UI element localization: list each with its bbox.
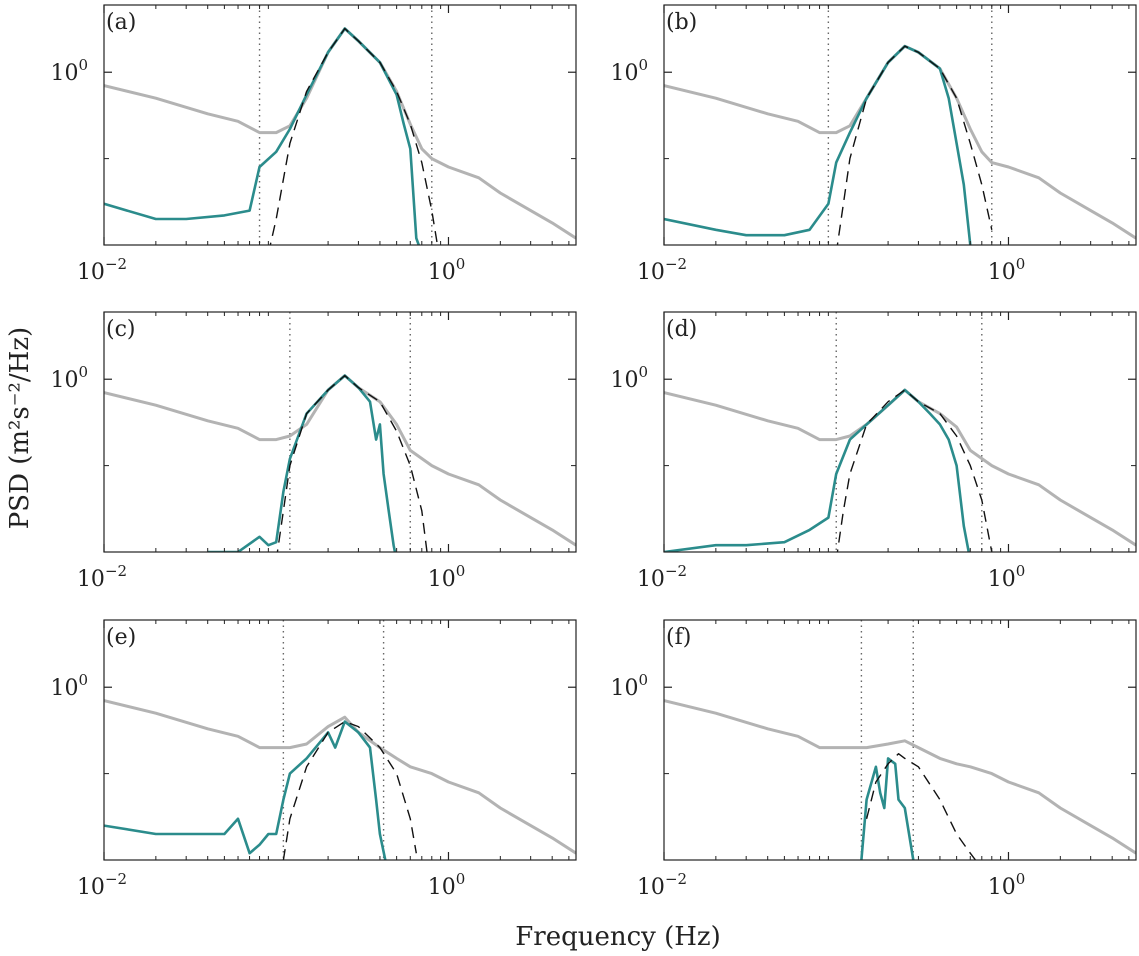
- y-tick-label: 100: [610, 671, 648, 701]
- series-layer: [104, 699, 576, 860]
- x-tick-label: 100: [988, 255, 1026, 285]
- panel-label: (b): [666, 10, 697, 35]
- panel-f: 10−2 100 100 (f): [610, 619, 1137, 900]
- x-tick-label: 100: [988, 562, 1026, 592]
- panel-a: 10−2 100 100 (a): [50, 4, 577, 285]
- panel-e: 10−2 100 100 (e): [50, 619, 577, 900]
- filtered-series-line: [664, 388, 971, 552]
- y-tick-label: 100: [610, 363, 648, 393]
- series-layer: [104, 374, 576, 552]
- x-tick-label: 10−2: [637, 870, 687, 900]
- axes-frame: [103, 311, 577, 553]
- x-tick-label: 10−2: [77, 562, 127, 592]
- model-series-line: [276, 374, 428, 552]
- x-tick-label: 10−2: [637, 562, 687, 592]
- panel-b: 10−2 100 100 (b): [610, 4, 1137, 285]
- x-tick-label: 100: [988, 870, 1026, 900]
- x-tick-label: 10−2: [637, 255, 687, 285]
- total-series-line: [104, 699, 576, 855]
- axes-frame: [663, 311, 1137, 553]
- x-tick-label: 100: [428, 562, 466, 592]
- y-tick-label: 100: [50, 363, 88, 393]
- model-series-line: [865, 753, 977, 860]
- series-layer: [664, 44, 1136, 245]
- filtered-series-line: [664, 44, 972, 245]
- panel-label: (c): [106, 317, 136, 342]
- series-layer: [664, 388, 1136, 552]
- filtered-series-line: [207, 374, 397, 552]
- y-axis-label: PSD (m²s⁻²/Hz): [5, 327, 35, 529]
- panel-label: (e): [106, 625, 136, 650]
- total-series-line: [664, 44, 1136, 240]
- filtered-series-line: [104, 720, 387, 860]
- y-tick-label: 100: [50, 56, 88, 86]
- model-series-line: [282, 720, 417, 860]
- axes-frame: [663, 4, 1137, 246]
- model-series-line: [836, 389, 993, 552]
- total-series-line: [104, 27, 576, 240]
- panel-c: 10−2 100 100 (c): [50, 311, 577, 592]
- total-series-line: [664, 699, 1136, 855]
- axes-frame: [103, 619, 577, 861]
- panel-label: (d): [666, 317, 697, 342]
- total-series-line: [664, 388, 1136, 547]
- panel-label: (a): [106, 10, 136, 35]
- x-tick-label: 10−2: [77, 870, 127, 900]
- panel-label: (f): [666, 625, 691, 650]
- x-axis-label: Frequency (Hz): [515, 922, 721, 952]
- series-layer: [664, 699, 1136, 860]
- axes-frame: [103, 4, 577, 246]
- panel-d: 10−2 100 100 (d): [610, 311, 1137, 592]
- x-tick-label: 100: [428, 255, 466, 285]
- series-layer: [104, 27, 576, 245]
- x-tick-label: 10−2: [77, 255, 127, 285]
- filtered-series-line: [104, 27, 421, 245]
- axes-frame: [663, 619, 1137, 861]
- x-tick-label: 100: [428, 870, 466, 900]
- model-series-line: [269, 27, 439, 245]
- y-tick-label: 100: [50, 671, 88, 701]
- y-tick-label: 100: [610, 56, 648, 86]
- total-series-line: [104, 374, 576, 547]
- filtered-series-line: [860, 757, 915, 860]
